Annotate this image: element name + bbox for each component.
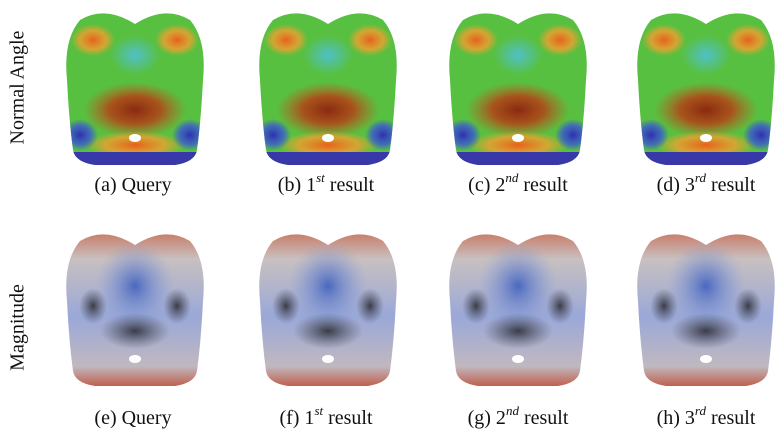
normal-angle-image [631, 5, 779, 172]
normal-angle-image [443, 5, 593, 172]
caption-text: (h) 3 [657, 407, 695, 429]
caption-superscript: st [314, 403, 323, 418]
caption: (a) Query [38, 174, 228, 197]
caption-text: result [524, 407, 568, 429]
row-label: Normal Angle [7, 8, 30, 168]
caption-text: result [711, 407, 755, 429]
caption-text: result [330, 174, 374, 196]
magnitude-image [60, 226, 210, 391]
figure: Normal Angle Magnitude (a) Query(b) 1str… [0, 0, 779, 438]
magnitude-image [443, 226, 593, 391]
caption-text: (b) 1 [278, 174, 316, 196]
normal-angle-image [253, 5, 403, 172]
caption-superscript: nd [506, 403, 519, 418]
caption-text: (f) 1 [279, 407, 314, 429]
figure-images [0, 0, 779, 438]
row-label: Magnitude [7, 248, 30, 408]
caption-text: (a) Query [94, 174, 171, 196]
magnitude-image [631, 226, 779, 391]
caption-superscript: rd [695, 403, 706, 418]
caption-text: (e) Query [94, 407, 171, 429]
magnitude-image [253, 226, 403, 391]
caption-text: (c) 2 [468, 174, 505, 196]
normal-angle-image [60, 5, 210, 172]
caption-superscript: st [316, 170, 325, 185]
caption-text: (d) 3 [657, 174, 695, 196]
caption: (e) Query [38, 407, 228, 430]
caption-text: result [328, 407, 372, 429]
caption-superscript: rd [695, 170, 706, 185]
caption-text: result [523, 174, 567, 196]
caption-text: result [711, 174, 755, 196]
caption-text: (g) 2 [468, 407, 506, 429]
caption-superscript: nd [505, 170, 518, 185]
